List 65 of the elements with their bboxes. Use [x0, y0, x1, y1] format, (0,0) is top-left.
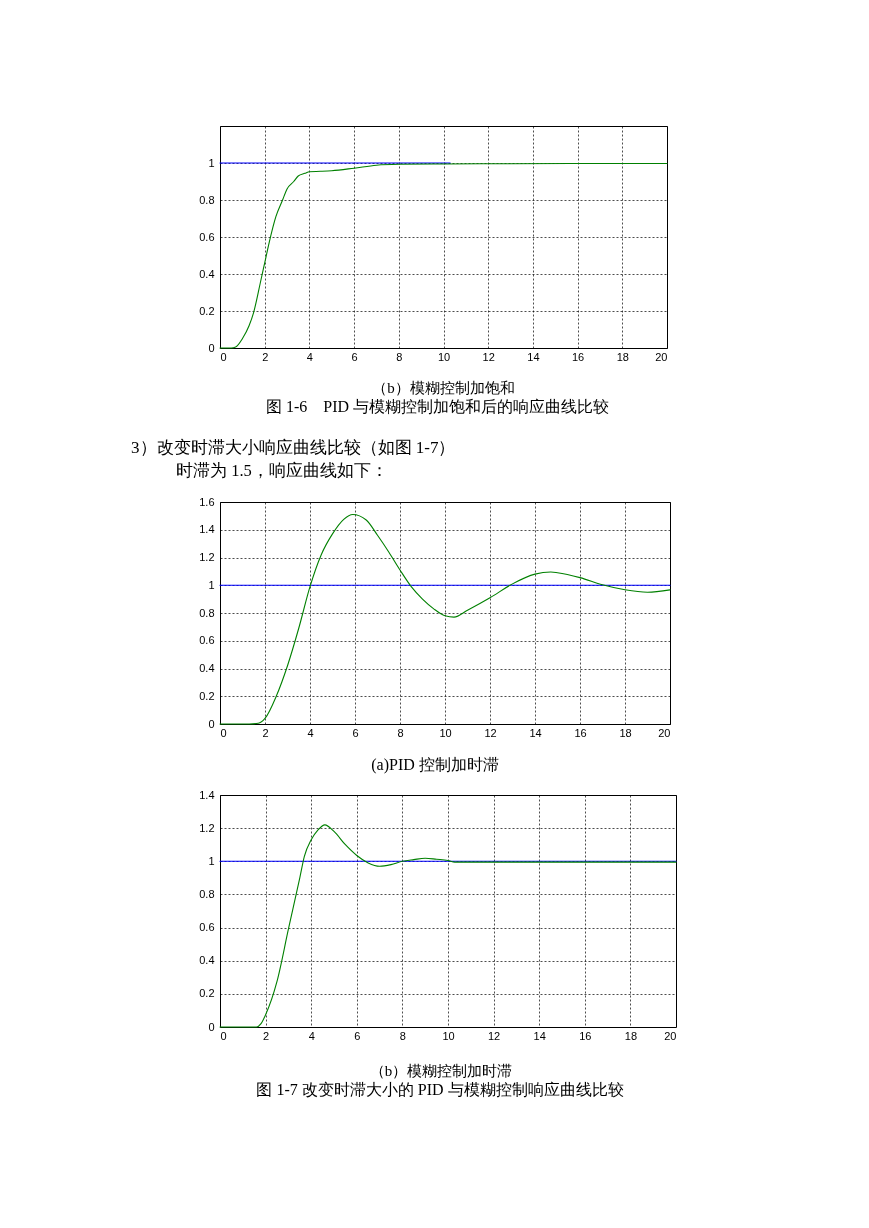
x-tick-label: 6	[354, 1029, 361, 1042]
x-tick-label: 16	[574, 726, 587, 739]
x-tick-label: 20	[658, 726, 671, 739]
x-tick-label: 6	[352, 726, 359, 739]
y-tick-label: 0.4	[199, 662, 215, 674]
x-tick-label: 20	[655, 350, 668, 363]
x-tick-label: 14	[527, 350, 540, 363]
x-tick-label: 0	[220, 350, 227, 363]
text: （b）模糊控制加饱和	[372, 380, 515, 396]
x-tick-label: 14	[529, 726, 542, 739]
caption: 图 1-7 改变时滞大小的 PID 与模糊控制响应曲线比较	[256, 1081, 624, 1098]
text: 3）改变时滞大小响应曲线比较（如图 1-7）	[131, 438, 456, 457]
x-tick-label: 8	[397, 726, 404, 739]
x-tick-label: 0	[220, 1029, 227, 1042]
text: (a)PID 控制加时滞	[371, 756, 499, 774]
x-tick-label: 18	[616, 350, 629, 363]
x-tick-label: 18	[624, 1029, 638, 1042]
y-tick-label: 0.8	[199, 887, 215, 900]
x-tick-label: 4	[306, 350, 313, 363]
text: 时滞为 1.5，响应曲线如下：	[176, 461, 388, 480]
x-tick-label: 4	[308, 1029, 315, 1042]
y-tick-label: 0.2	[199, 689, 215, 702]
line-series	[219, 824, 677, 1028]
x-tick-label: 2	[262, 350, 269, 363]
y-tick-label: 1	[208, 854, 215, 867]
x-tick-label: 4	[307, 726, 314, 739]
y-tick-label: 1.4	[199, 523, 215, 536]
x-tick-label: 0	[220, 726, 227, 739]
text: （b）模糊控制加时滞	[369, 1063, 513, 1079]
y-tick-label: 1.4	[199, 788, 215, 801]
x-tick-label: 20	[664, 1029, 677, 1042]
y-tick-label: 1.6	[199, 495, 215, 508]
x-tick-label: 18	[619, 726, 632, 739]
x-tick-label: 10	[437, 350, 451, 363]
x-tick-label: 12	[487, 1029, 501, 1042]
y-tick-label: 0.2	[199, 304, 215, 317]
x-tick-label: 12	[482, 350, 495, 363]
x-tick-label: 6	[351, 350, 358, 363]
x-tick-label: 14	[533, 1029, 546, 1042]
caption: 图 1-6 PID 与模糊控制加饱和后的响应曲线比较	[265, 398, 610, 415]
y-tick-label: 0.2	[199, 987, 215, 1000]
y-tick-label: 1.2	[199, 821, 215, 834]
y-tick-label: 1	[208, 156, 215, 169]
x-tick-label: 10	[439, 726, 452, 739]
y-tick-label: 1.2	[199, 551, 215, 563]
y-tick-label: 0	[208, 717, 215, 730]
y-tick-label: 0.6	[199, 230, 215, 243]
y-tick-label: 0.8	[199, 606, 215, 619]
line-series	[219, 163, 668, 349]
y-tick-label: 1	[208, 578, 215, 591]
x-tick-label: 2	[262, 726, 269, 739]
y-tick-label: 0.8	[199, 193, 215, 206]
x-tick-label: 16	[571, 350, 585, 363]
x-tick-label: 2	[263, 1029, 270, 1042]
x-tick-label: 10	[442, 1029, 455, 1042]
y-tick-label: 0	[208, 341, 215, 354]
x-tick-label: 12	[484, 726, 497, 739]
y-tick-label: 0.6	[199, 921, 215, 934]
y-tick-label: 0.6	[199, 634, 215, 647]
y-tick-label: 0.4	[199, 267, 215, 280]
y-tick-label: 0.4	[199, 954, 215, 967]
x-tick-label: 8	[399, 1029, 406, 1042]
x-tick-label: 16	[579, 1029, 592, 1042]
x-tick-label: 8	[396, 350, 403, 363]
y-tick-label: 0	[208, 1020, 215, 1033]
